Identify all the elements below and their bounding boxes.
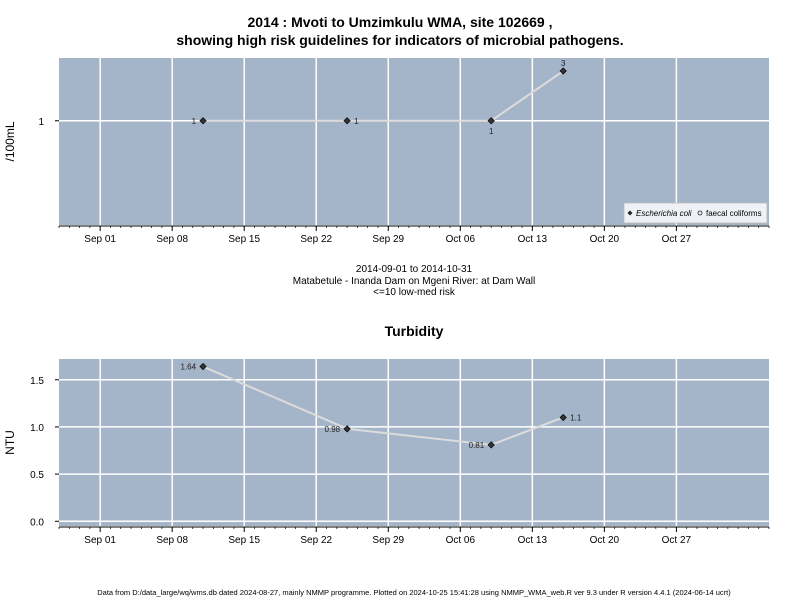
x-tick-label: Sep 22	[300, 234, 332, 245]
x-tick-label: Sep 01	[84, 535, 116, 546]
data-label: 1	[354, 117, 359, 126]
legend-label: faecal coliforms	[706, 209, 762, 218]
data-label: 3	[561, 59, 566, 68]
x-tick-label: Sep 29	[372, 535, 404, 546]
x-tick-label: Oct 20	[590, 535, 620, 546]
x-tick-label: Sep 01	[84, 234, 116, 245]
y-axis-title: /100mL	[3, 121, 17, 161]
y-tick-label: 0.0	[30, 517, 44, 528]
data-label: 0.81	[469, 441, 485, 450]
data-label: 0.98	[325, 425, 341, 434]
data-point	[559, 413, 567, 422]
x-tick-label: Oct 20	[590, 234, 620, 245]
data-label: 1.1	[570, 413, 582, 422]
x-tick-label: Oct 13	[518, 234, 548, 245]
data-point	[343, 117, 351, 125]
legend-label: Escherichia coli	[636, 209, 692, 218]
y-tick-label: 0.5	[30, 470, 44, 481]
series-line	[202, 365, 564, 446]
turbidity-title: Turbidity	[384, 323, 444, 339]
data-point	[487, 117, 495, 125]
x-tick-label: Sep 15	[228, 234, 260, 245]
data-point	[199, 117, 207, 125]
series-line	[203, 70, 564, 122]
date-range-caption: 2014-09-01 to 2014-10-31	[355, 264, 473, 275]
legend-marker	[627, 210, 633, 216]
x-tick-label: Sep 22	[300, 535, 332, 546]
panel-1: Sep 01 Sep 08 Sep 15 Sep 22 Sep 29 Oct 06 Oct …	[3, 58, 770, 245]
y-tick-label: 1	[38, 117, 44, 128]
chart-title-line-2: showing high risk guidelines for indicat…	[176, 32, 624, 48]
chart-title-line-1: 2014 : Mvoti to Umzimkulu WMA, site 1026…	[247, 14, 553, 30]
panel-2: Sep 01 Sep 08 Sep 15 Sep 22 Sep 29 Oct 06 Oct …	[3, 359, 770, 546]
data-point	[559, 67, 567, 75]
legend-marker	[697, 210, 703, 216]
y-axis-title: NTU	[3, 430, 17, 455]
data-point	[199, 362, 207, 371]
legend: Escherichia coli faecal coliforms	[623, 202, 768, 224]
y-tick-label: 1.0	[30, 423, 44, 434]
footer-note: Data from D:/data_large/wq/wms.db dated …	[97, 588, 731, 597]
data-point	[343, 425, 351, 433]
data-point	[487, 441, 495, 449]
data-label: 1	[192, 117, 197, 126]
x-tick-label: Oct 27	[662, 234, 692, 245]
legend-box	[623, 202, 768, 224]
plot-background	[59, 58, 769, 225]
plot-background	[59, 359, 769, 526]
risk-caption: <=10 low-med risk	[373, 287, 455, 298]
x-tick-label: Sep 08	[156, 234, 188, 245]
x-tick-label: Oct 27	[662, 535, 692, 546]
x-tick-label: Oct 06	[446, 234, 476, 245]
data-label: 1	[489, 127, 494, 136]
x-tick-label: Oct 13	[518, 535, 548, 546]
x-tick-label: Sep 29	[372, 234, 404, 245]
site-caption: Matabetule - Inanda Dam on Mgeni River: …	[292, 276, 536, 287]
x-tick-label: Oct 06	[446, 535, 476, 546]
data-label: 1.64	[180, 363, 196, 372]
y-tick-label: 1.5	[30, 376, 44, 387]
x-tick-label: Sep 15	[228, 535, 260, 546]
x-tick-label: Sep 08	[156, 535, 188, 546]
